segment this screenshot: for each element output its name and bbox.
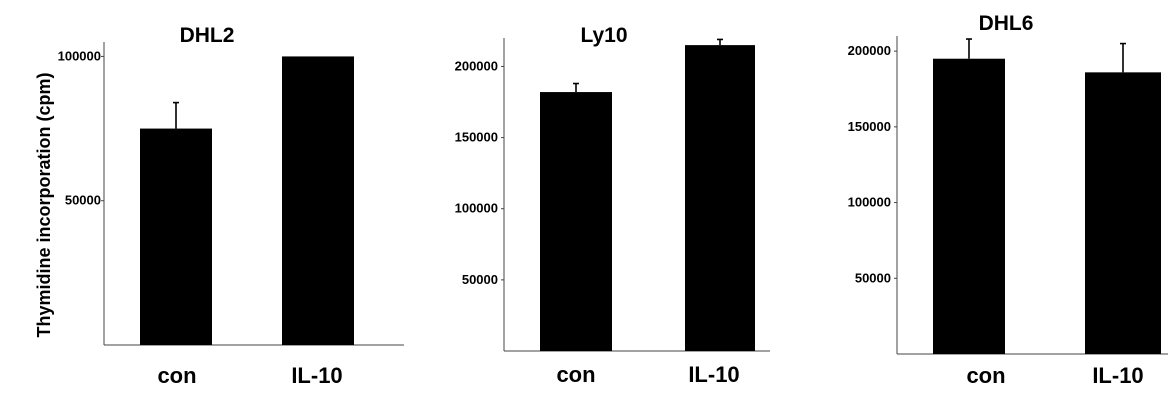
bar	[540, 92, 612, 352]
x-tick-label: con	[966, 363, 1005, 388]
y-tick-label: 100000	[58, 48, 101, 63]
x-tick-label: con	[556, 362, 595, 387]
panel-dhl2: DHL2 con IL-10 50000 100000	[58, 24, 404, 388]
bar	[933, 58, 1005, 354]
y-tick-label: 200000	[848, 43, 891, 58]
panel-dhl6: DHL6 con IL-10 50000 100000 150000 200000	[848, 12, 1168, 388]
chart-title: DHL6	[979, 12, 1034, 35]
x-tick-label: IL-10	[688, 362, 739, 387]
bar-marks: 50000 100000 150000 200000	[455, 38, 770, 352]
y-tick-label: 150000	[848, 119, 891, 134]
chart-title: DHL2	[180, 24, 235, 47]
y-tick-label: 200000	[455, 58, 498, 73]
x-tick-label: IL-10	[291, 363, 342, 388]
y-axis-label: Thymidine incorporation (cpm)	[34, 72, 54, 337]
y-tick-label: 100000	[455, 201, 498, 216]
bar	[140, 128, 212, 345]
y-tick-label: 50000	[65, 193, 101, 208]
y-tick-label: 50000	[462, 272, 498, 287]
bar	[282, 56, 354, 346]
bar	[685, 45, 755, 351]
bar	[1085, 72, 1161, 354]
y-tick-label: 150000	[455, 130, 498, 145]
y-tick-label: 100000	[848, 195, 891, 210]
panel-ly10: Ly10 con IL-10 50000 100000 150000 200000	[455, 24, 770, 387]
x-tick-label: IL-10	[1092, 363, 1143, 388]
y-tick-label: 50000	[855, 270, 891, 285]
bar-marks: 50000 100000	[58, 42, 404, 346]
bar-marks: 50000 100000 150000 200000	[848, 36, 1168, 355]
chart-title: Ly10	[580, 24, 627, 47]
x-tick-label: con	[157, 363, 196, 388]
